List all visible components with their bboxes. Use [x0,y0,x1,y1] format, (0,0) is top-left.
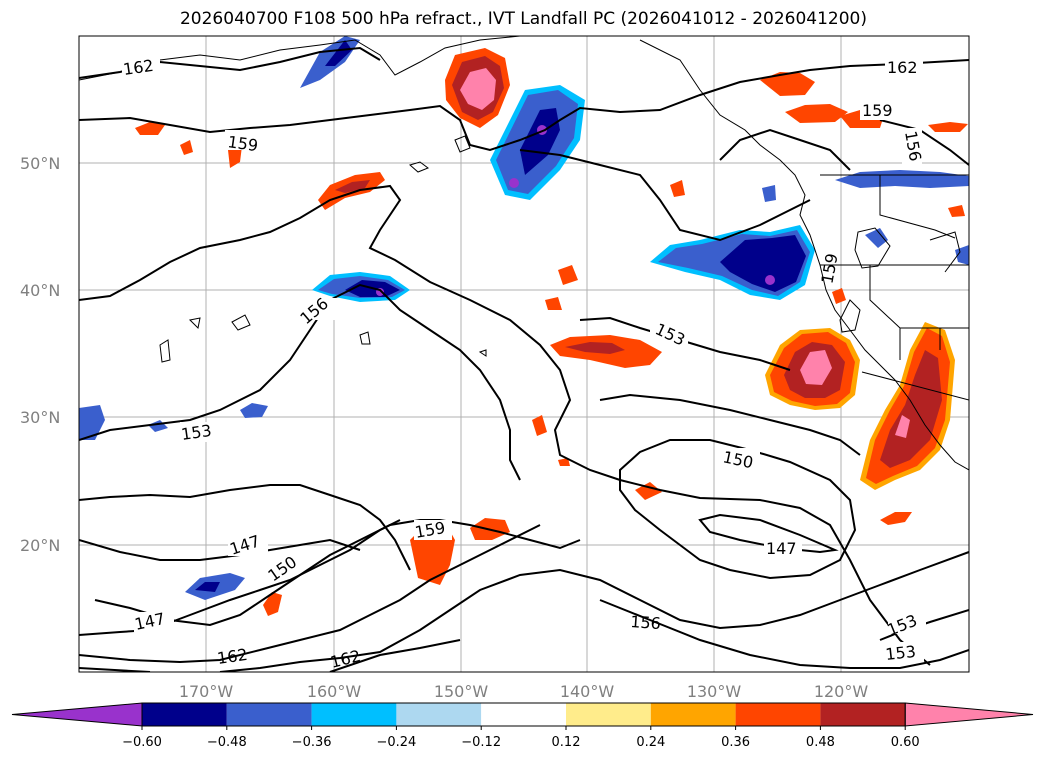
negative-anomaly-areas [79,36,969,600]
lon-label: 120°W [814,682,869,701]
lat-label: 20°N [20,536,60,555]
colorbar-tick-label: −0.36 [292,735,332,750]
contour-label: 162 [122,56,155,79]
colorbar-segment [142,703,227,726]
lat-label: 40°N [20,281,60,300]
longitude-labels: 170°W 160°W 150°W 140°W 130°W 120°W [179,682,869,701]
colorbar-outline [141,702,906,727]
lat-label: 30°N [20,408,60,427]
colorbar-tick-label: 0.36 [721,735,750,750]
positive-anomaly-areas [135,48,968,616]
contour-label: 147 [766,539,797,558]
contour-label: 153 [884,642,916,664]
colorbar-tick-label: 0.48 [806,735,835,750]
colorbar-segment [820,703,906,726]
lat-label: 50°N [20,154,60,173]
colorbar-tick-label: 0.60 [891,735,920,750]
colorbar: −0.60 −0.48 −0.36 −0.24 −0.12 0.12 0.24 0.36 0.4… [11,702,1034,750]
coastlines [79,36,969,471]
contour-label: 156 [630,612,662,633]
contour-label: 162 [216,645,249,668]
contour-label: 159 [226,132,259,155]
contour-labels: 162 162 159 159 156 156 156 159 153 153 … [122,56,926,672]
colorbar-tick-label: −0.12 [461,735,501,750]
lon-label: 150°W [434,682,489,701]
colorbar-extend-min [11,702,143,727]
lon-label: 140°W [560,682,615,701]
colorbar-tick-label: −0.60 [122,735,162,750]
contour-label: 153 [180,421,213,444]
colorbar-tick-label: −0.48 [207,735,247,750]
colorbar-tick-label: −0.24 [376,735,416,750]
lon-label: 170°W [179,682,234,701]
latitude-labels: 50°N 40°N 30°N 20°N [20,154,60,555]
map-frame [78,35,970,673]
colorbar-segment [481,703,566,726]
map-title: 2026040700 F108 500 hPa refract., IVT La… [179,9,867,29]
colorbar-segment [311,703,397,726]
colorbar-segment [735,703,821,726]
colorbar-extend-max [904,702,1034,727]
colorbar-tick-label: 0.12 [552,735,581,750]
contour-label: 162 [887,58,918,77]
colorbar-segment [396,703,482,726]
contour-label: 159 [862,101,893,120]
colorbar-tick-label: 0.24 [636,735,665,750]
colorbar-segment [226,703,312,726]
refractivity-contours [79,46,969,672]
lon-label: 130°W [687,682,742,701]
colorbar-segment [650,703,736,726]
colorbar-segment [566,703,651,726]
lon-label: 160°W [307,682,362,701]
